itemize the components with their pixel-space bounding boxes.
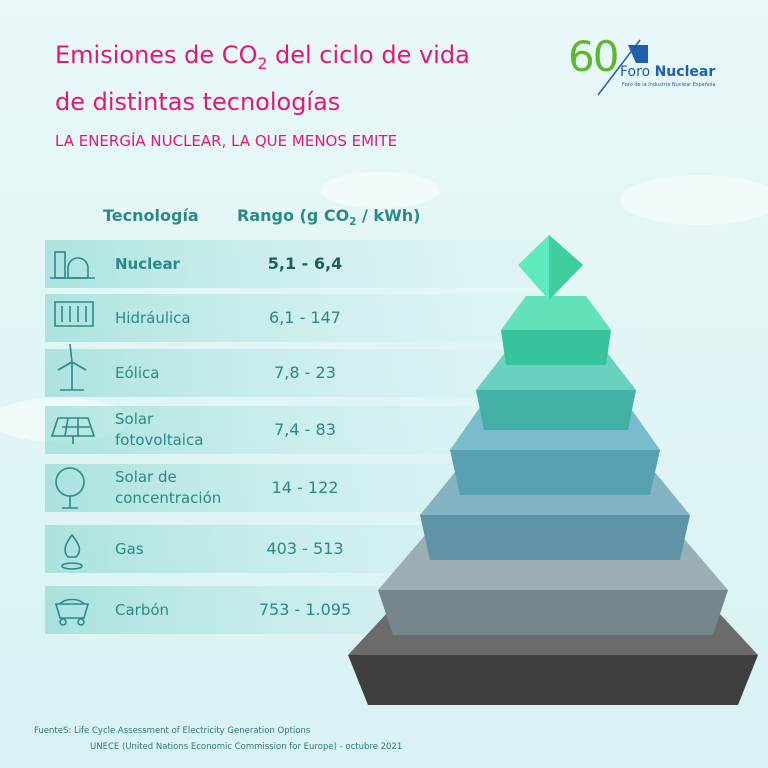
emission-range: 6,1 - 147 bbox=[269, 308, 341, 327]
technology-name: Nuclear bbox=[115, 254, 180, 273]
icon-solar-pv bbox=[50, 417, 96, 444]
pyramid-layer-front bbox=[420, 515, 690, 560]
row-band bbox=[45, 349, 545, 397]
pyramid-layer-front bbox=[501, 330, 611, 365]
emission-range: 5,1 - 6,4 bbox=[267, 254, 343, 273]
row-band bbox=[45, 294, 545, 342]
technology-name: Solar de concentración bbox=[115, 468, 222, 507]
emission-range: 7,4 - 83 bbox=[274, 420, 336, 439]
header-text: / kWh) bbox=[356, 206, 421, 225]
logo-number: 60 bbox=[568, 32, 619, 81]
header-text: Rango (g CO bbox=[237, 206, 350, 225]
title: Emisiones de CO2 del ciclo de vida de di… bbox=[55, 36, 470, 121]
pyramid-layer-front bbox=[378, 590, 728, 635]
logo-brand-light: Foro bbox=[620, 64, 651, 80]
pyramid-layer-front bbox=[476, 390, 636, 430]
column-header: Rango (g CO2 / kWh) bbox=[237, 206, 420, 228]
emission-range: 7,8 - 23 bbox=[274, 363, 336, 382]
header-subscript: 2 bbox=[349, 216, 357, 229]
icon-gas bbox=[61, 533, 83, 570]
source-label: FuenteS: bbox=[34, 726, 72, 736]
title-text: Emisiones de CO bbox=[55, 41, 258, 69]
technology-name: Gas bbox=[115, 539, 144, 558]
icon-solar-csp bbox=[55, 467, 85, 509]
title-subscript: 2 bbox=[257, 54, 268, 73]
technology-name: Eólica bbox=[115, 363, 160, 382]
logo-brand: Foro Nuclear bbox=[620, 64, 715, 80]
logo-tagline: Foro de la Industria Nuclear Española bbox=[622, 82, 716, 88]
pyramid-layer-front bbox=[450, 450, 660, 495]
subtitle: LA ENERGÍA NUCLEAR, LA QUE MENOS EMITE bbox=[55, 132, 398, 150]
source: FuenteS: Life Cycle Assessment of Electr… bbox=[34, 726, 310, 736]
pyramid-layer-top bbox=[501, 296, 611, 330]
source-line: UNECE (United Nations Economic Commissio… bbox=[90, 742, 403, 752]
emission-range: 753 - 1.095 bbox=[258, 600, 352, 619]
pyramid-layer-front bbox=[348, 655, 758, 705]
column-header: Tecnología bbox=[103, 206, 199, 225]
logo-mark bbox=[597, 39, 648, 96]
pyramid-apex-shade bbox=[549, 235, 583, 300]
technology-name: Hidráulica bbox=[115, 308, 191, 327]
icons bbox=[50, 251, 96, 626]
emission-range: 14 - 122 bbox=[271, 478, 339, 497]
source-line: Life Cycle Assessment of Electricity Gen… bbox=[73, 726, 311, 736]
icon-coal bbox=[54, 598, 90, 626]
title-text: del ciclo de vida bbox=[267, 41, 470, 69]
pyramid bbox=[348, 235, 758, 705]
row-band bbox=[45, 240, 545, 288]
emission-range: 403 - 513 bbox=[266, 539, 344, 558]
icon-wind bbox=[57, 343, 87, 391]
title-line-2: de distintas tecnologías bbox=[55, 87, 341, 116]
logo-brand-bold: Nuclear bbox=[654, 64, 716, 80]
icon-nuclear bbox=[50, 251, 95, 279]
title-line-1: Emisiones de CO2 del ciclo de vida bbox=[55, 36, 470, 83]
icon-hydro bbox=[54, 301, 94, 327]
technology-name: Solar fotovoltaica bbox=[115, 410, 204, 449]
technology-name: Carbón bbox=[115, 600, 170, 619]
